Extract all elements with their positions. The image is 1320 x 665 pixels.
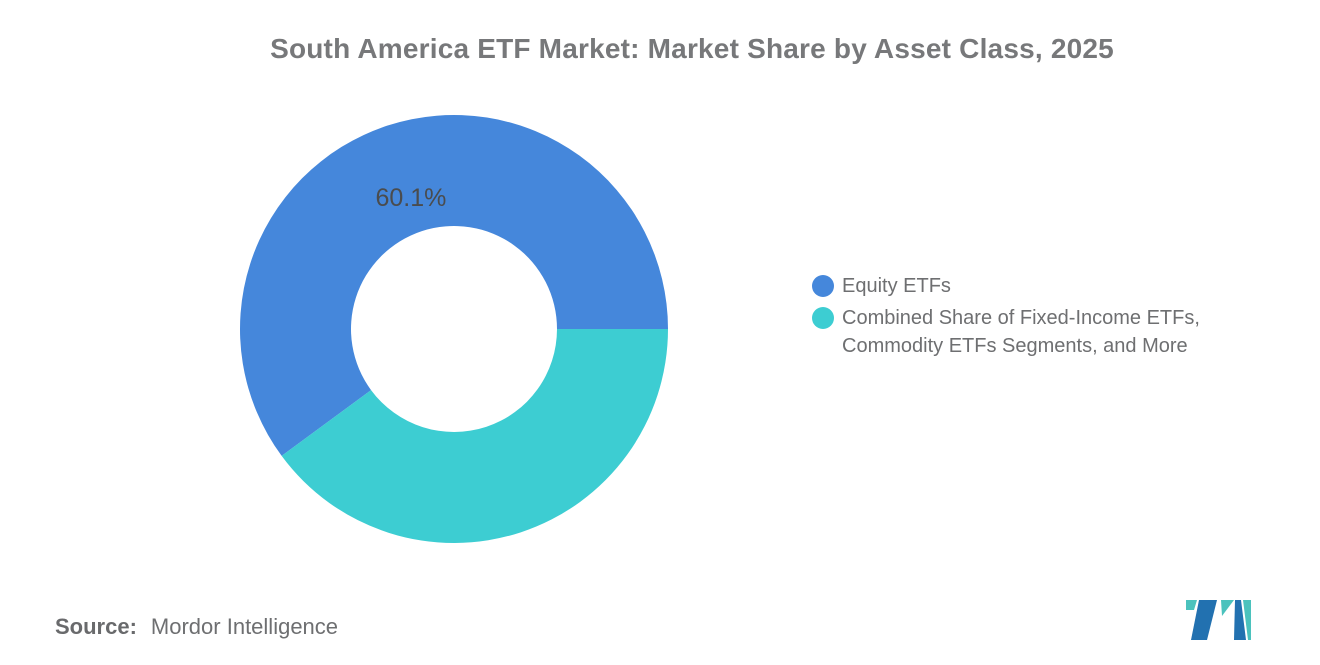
legend-item-label: Combined Share of Fixed-Income ETFs, Com… [842, 307, 1200, 357]
chart-legend: Equity ETFs Combined Share of Fixed-Inco… [812, 272, 1200, 364]
logo-shape [1221, 600, 1234, 616]
legend-swatch-icon [812, 307, 834, 329]
legend-item-equity-etfs[interactable]: Equity ETFs [812, 272, 1200, 300]
source-label: Source: [55, 614, 137, 639]
logo-shape [1234, 600, 1246, 640]
slice-percentage-label: 60.1% [375, 184, 446, 212]
logo-shape [1191, 600, 1217, 640]
logo-shape [1186, 600, 1197, 610]
chart-title: South America ETF Market: Market Share b… [270, 33, 1114, 64]
donut-slice-2[interactable] [281, 329, 668, 543]
logo-shape [1243, 600, 1251, 640]
legend-item-label: Equity ETFs [842, 275, 951, 297]
mordor-intelligence-logo [1186, 600, 1251, 640]
donut-slice-1[interactable] [239, 114, 668, 456]
legend-item-combined-share[interactable]: Combined Share of Fixed-Income ETFs, Com… [812, 304, 1200, 360]
source-line: Source: Mordor Intelligence [55, 613, 338, 640]
source-value: Mordor Intelligence [150, 614, 339, 639]
legend-swatch-icon [812, 275, 834, 297]
